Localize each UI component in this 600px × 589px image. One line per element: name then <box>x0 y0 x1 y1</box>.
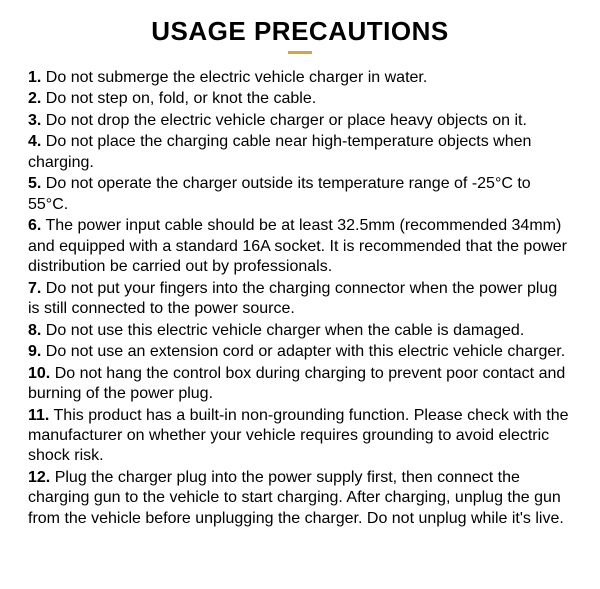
precaution-item: 12. Plug the charger plug into the power… <box>28 468 572 529</box>
title-underline <box>288 51 312 54</box>
page-title: USAGE PRECAUTIONS <box>151 16 448 47</box>
precaution-text: Plug the charger plug into the power sup… <box>28 469 564 527</box>
precaution-item: 2. Do not step on, fold, or knot the cab… <box>28 89 572 109</box>
page-container: USAGE PRECAUTIONS 1. Do not submerge the… <box>0 0 600 589</box>
precaution-number: 9. <box>28 343 41 360</box>
precaution-number: 5. <box>28 175 41 192</box>
precaution-item: 8. Do not use this electric vehicle char… <box>28 321 572 341</box>
precaution-text: Do not hang the control box during charg… <box>28 365 565 402</box>
precaution-item: 4. Do not place the charging cable near … <box>28 132 572 173</box>
precaution-text: Do not drop the electric vehicle charger… <box>41 112 527 129</box>
precaution-item: 3. Do not drop the electric vehicle char… <box>28 111 572 131</box>
precaution-number: 11. <box>28 407 49 424</box>
precaution-number: 3. <box>28 112 41 129</box>
heading-wrap: USAGE PRECAUTIONS <box>28 16 572 54</box>
precaution-text: This product has a built-in non-groundin… <box>28 407 568 465</box>
precaution-number: 1. <box>28 69 41 86</box>
precaution-text: Do not place the charging cable near hig… <box>28 133 531 170</box>
precaution-item: 6. The power input cable should be at le… <box>28 216 572 277</box>
precaution-number: 7. <box>28 280 41 297</box>
precaution-item: 7. Do not put your fingers into the char… <box>28 279 572 320</box>
precaution-number: 4. <box>28 133 41 150</box>
precaution-number: 8. <box>28 322 41 339</box>
precaution-number: 6. <box>28 217 41 234</box>
precaution-item: 9. Do not use an extension cord or adapt… <box>28 342 572 362</box>
precaution-item: 5. Do not operate the charger outside it… <box>28 174 572 215</box>
precautions-list: 1. Do not submerge the electric vehicle … <box>28 68 572 529</box>
precaution-item: 11. This product has a built-in non-grou… <box>28 406 572 467</box>
precaution-item: 10. Do not hang the control box during c… <box>28 364 572 405</box>
precaution-text: Do not step on, fold, or knot the cable. <box>41 90 316 107</box>
precaution-text: Do not use an extension cord or adapter … <box>41 343 565 360</box>
precaution-item: 1. Do not submerge the electric vehicle … <box>28 68 572 88</box>
precaution-number: 12. <box>28 469 50 486</box>
precaution-number: 2. <box>28 90 41 107</box>
precaution-text: The power input cable should be at least… <box>28 217 567 275</box>
precaution-text: Do not use this electric vehicle charger… <box>41 322 524 339</box>
precaution-text: Do not operate the charger outside its t… <box>28 175 531 212</box>
precaution-text: Do not put your fingers into the chargin… <box>28 280 557 317</box>
precaution-number: 10. <box>28 365 50 382</box>
precaution-text: Do not submerge the electric vehicle cha… <box>41 69 427 86</box>
